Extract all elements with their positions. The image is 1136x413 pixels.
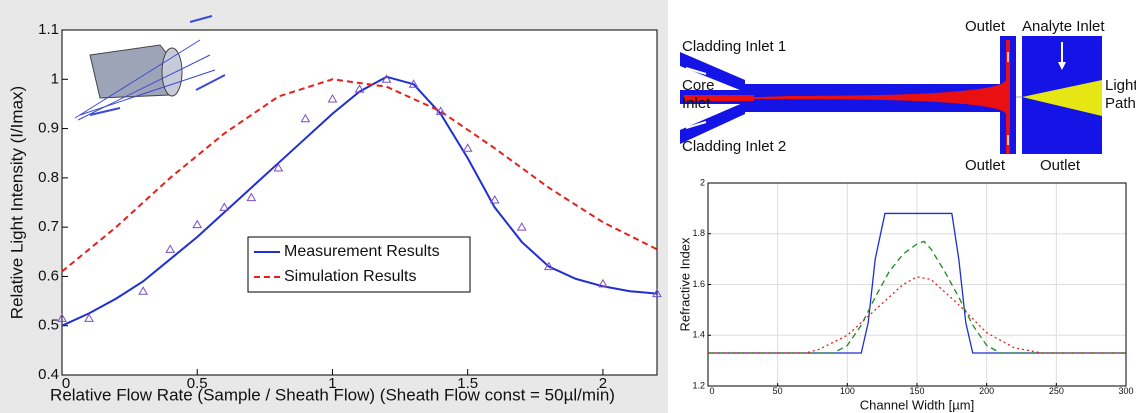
y-tick-label: 1 (51, 70, 59, 87)
y-tick-label: 0.8 (38, 169, 59, 186)
data-point (652, 288, 662, 298)
microfluidic-diagram (680, 36, 1102, 154)
y-tick-label: 1.6 (692, 279, 705, 289)
data-point (516, 222, 527, 231)
data-line (708, 276, 1126, 354)
y-tick-label: 0.9 (38, 120, 59, 137)
y-tick-label: 0.4 (38, 366, 59, 383)
diagram-label: Analyte Inlet (1022, 18, 1105, 35)
x-tick-label: 300 (1118, 386, 1133, 396)
data-point (300, 113, 311, 123)
x-tick-label: 200 (979, 386, 994, 396)
y-tick-label: 0.5 (38, 317, 59, 334)
x-tick-label: 1.5 (457, 375, 478, 392)
data-point (381, 74, 392, 83)
x-tick-label: 0.5 (187, 375, 208, 392)
diagram-label: Path (1105, 95, 1136, 112)
data-point (219, 202, 230, 211)
data-point (192, 219, 203, 229)
y-axis-label: Refractive Index (677, 237, 692, 331)
data-point (543, 261, 554, 271)
data-point (408, 79, 419, 88)
y-axis-label: Relative Light Intensity (I/Imax) (7, 86, 26, 319)
x-tick-label: 2 (599, 375, 607, 392)
data-point (327, 93, 338, 103)
data-point (435, 106, 446, 115)
y-tick-label: 0.7 (38, 218, 59, 235)
data-point (598, 278, 608, 288)
diagram-label: Outlet (965, 157, 1006, 174)
y-tick-label: 1.4 (692, 330, 705, 340)
data-point (84, 313, 94, 322)
plot-frame (61, 29, 658, 376)
diagram-label: Light (1105, 77, 1136, 94)
data-point (138, 286, 148, 295)
y-tick-label: 2 (700, 177, 705, 187)
x-tick-label: 100 (840, 386, 855, 396)
legend-label: Simulation Results (284, 268, 417, 285)
diagram-label: Outlet (965, 18, 1006, 35)
legend-label: Measurement Results (284, 243, 440, 260)
diagram-label: Cladding Inlet 1 (682, 38, 786, 55)
y-tick-label: 1.1 (38, 21, 59, 38)
x-tick-label: 150 (909, 386, 924, 396)
data-point (165, 244, 176, 253)
data-point (354, 84, 365, 93)
x-tick-label: 250 (1049, 386, 1064, 396)
data-line (61, 75, 658, 327)
data-line (708, 212, 1126, 354)
diagram-label: Outlet (1040, 157, 1081, 174)
x-axis-label: Relative Flow Rate (Sample / Sheath Flow… (50, 385, 615, 404)
data-line (708, 240, 1126, 354)
y-tick-label: 1.8 (692, 228, 705, 238)
x-tick-label: 50 (773, 386, 783, 396)
data-line (61, 78, 658, 273)
data-point (273, 162, 284, 172)
diagram-label: Inlet (682, 95, 711, 112)
diagram-label: Cladding Inlet 2 (682, 138, 786, 155)
data-point (462, 143, 473, 152)
y-tick-label: 0.6 (38, 267, 59, 284)
data-point (246, 192, 257, 202)
x-tick-label: 0 (62, 375, 70, 392)
data-point (489, 195, 500, 204)
data-point (57, 313, 67, 322)
x-tick-label: 0 (709, 386, 714, 396)
x-axis-label: Channel Width [µm] (860, 397, 974, 412)
y-tick-label: 1.2 (692, 380, 705, 390)
legend-box (247, 236, 471, 293)
plot-frame (707, 182, 1127, 387)
diagram-label: Core (682, 77, 715, 94)
inset-cylinder (74, 15, 226, 121)
x-tick-label: 1 (328, 375, 336, 392)
